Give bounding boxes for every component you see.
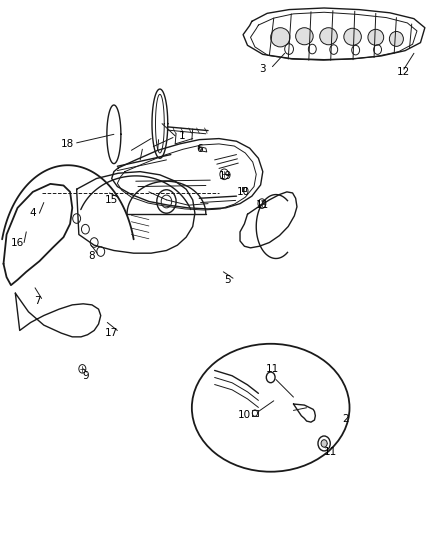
Circle shape [321, 440, 327, 447]
Text: 8: 8 [88, 251, 95, 261]
Ellipse shape [320, 28, 337, 45]
Text: 15: 15 [105, 195, 118, 205]
Text: 9: 9 [82, 371, 89, 381]
Text: 7: 7 [34, 296, 41, 306]
Text: 1: 1 [178, 131, 185, 141]
Text: 12: 12 [396, 67, 410, 77]
Text: 18: 18 [61, 139, 74, 149]
Text: 11: 11 [266, 364, 279, 374]
Text: 5: 5 [224, 275, 231, 285]
Ellipse shape [344, 28, 361, 45]
Ellipse shape [368, 29, 384, 45]
Text: 11: 11 [256, 200, 269, 210]
Text: 4: 4 [29, 208, 36, 218]
Ellipse shape [271, 28, 290, 47]
Text: 2: 2 [343, 415, 350, 424]
Text: 17: 17 [105, 328, 118, 338]
Ellipse shape [296, 28, 313, 45]
Ellipse shape [389, 31, 403, 46]
Text: 10: 10 [237, 187, 250, 197]
Text: 16: 16 [11, 238, 24, 247]
Ellipse shape [192, 344, 350, 472]
Text: 6: 6 [196, 144, 203, 154]
Text: 10: 10 [238, 410, 251, 419]
Text: 3: 3 [259, 64, 266, 74]
Text: 11: 11 [324, 447, 337, 457]
Text: 19: 19 [219, 171, 232, 181]
